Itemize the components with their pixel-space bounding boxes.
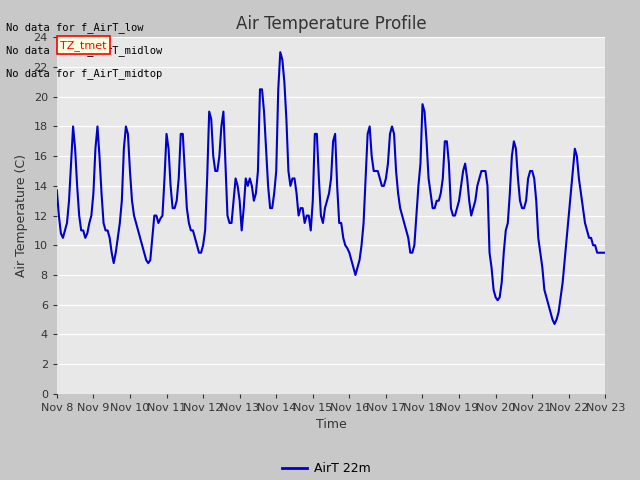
Title: Air Temperature Profile: Air Temperature Profile [236,15,426,33]
Text: No data for f_AirT_midlow: No data for f_AirT_midlow [6,45,163,56]
Y-axis label: Air Temperature (C): Air Temperature (C) [15,154,28,277]
X-axis label: Time: Time [316,419,346,432]
Text: No data for f_AirT_low: No data for f_AirT_low [6,22,144,33]
Text: No data for f_AirT_midtop: No data for f_AirT_midtop [6,68,163,79]
Text: TZ_tmet: TZ_tmet [60,40,106,50]
Text: AirT 22m: AirT 22m [314,461,371,475]
Legend:  [315,464,325,474]
